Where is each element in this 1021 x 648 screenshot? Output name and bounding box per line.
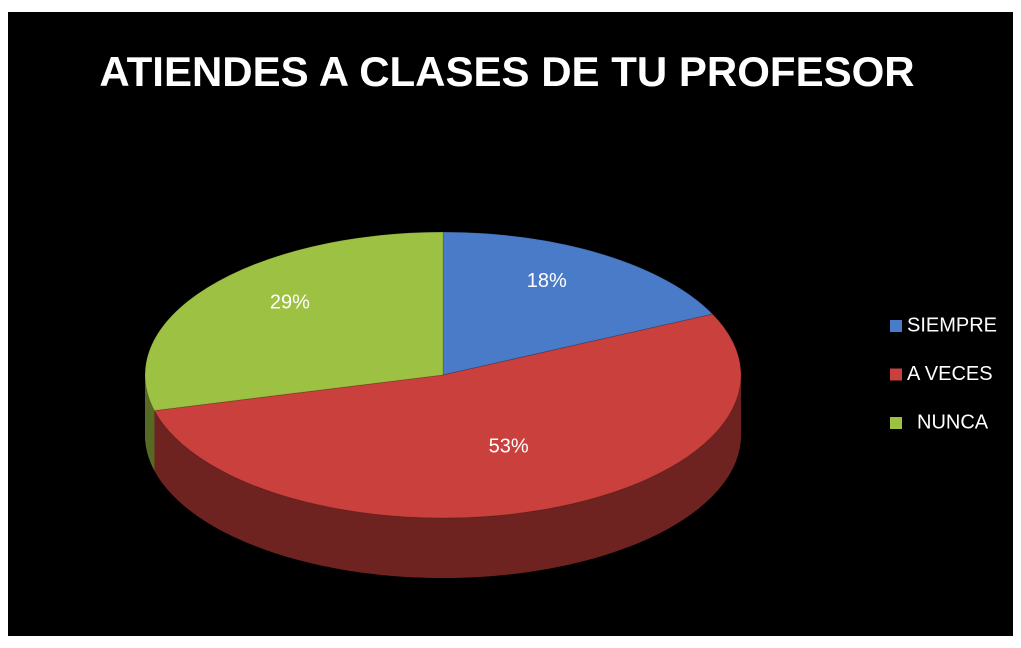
chart-title: ATIENDES A CLASES DE TU PROFESOR — [99, 48, 914, 95]
data-label: 29% — [270, 291, 310, 313]
pie-slice — [153, 313, 742, 519]
legend-swatch — [890, 368, 902, 381]
pie-slice — [144, 231, 444, 412]
pie-side — [154, 375, 742, 579]
legend-swatch — [890, 320, 902, 332]
legend-label: SIEMPRE — [907, 314, 997, 336]
data-label: 53% — [489, 436, 529, 458]
pie-side — [145, 375, 155, 471]
legend-label: A VECES — [907, 363, 993, 385]
data-label: 18% — [527, 270, 567, 292]
legend-label: NUNCA — [917, 411, 989, 433]
pie-side-shade — [154, 375, 742, 579]
legend-swatch — [890, 417, 902, 429]
pie-side-shade — [145, 375, 155, 471]
pie-slice — [442, 231, 714, 376]
